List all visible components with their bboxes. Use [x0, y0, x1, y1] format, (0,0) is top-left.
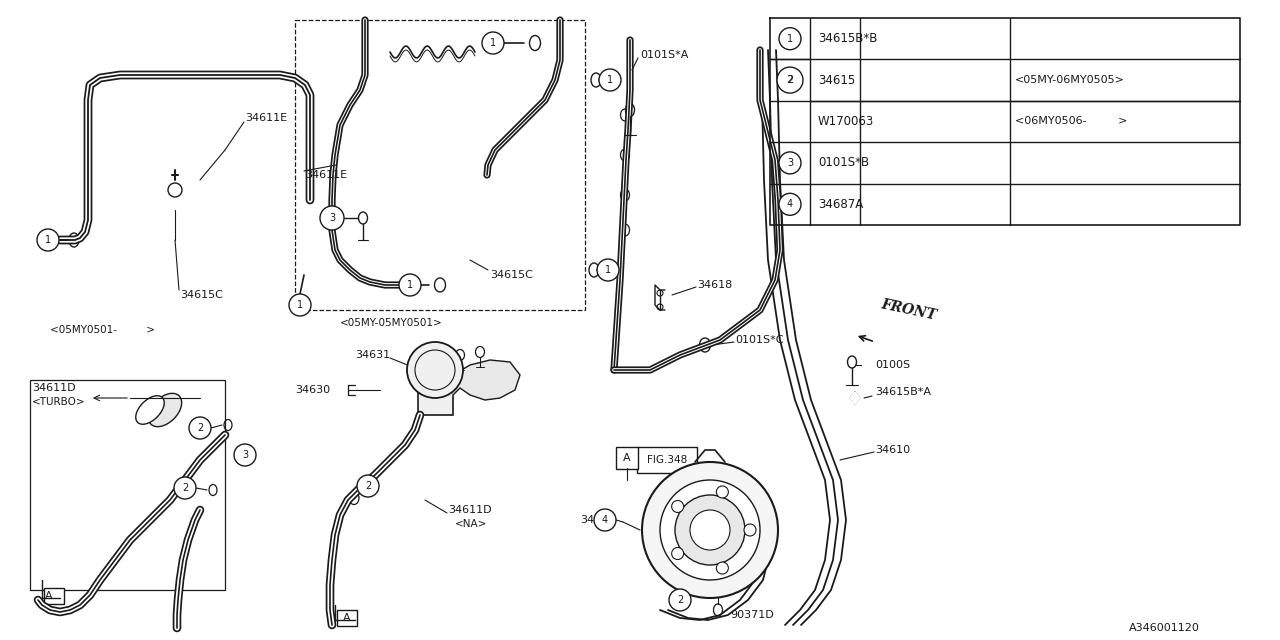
- Text: 34607: 34607: [580, 515, 616, 525]
- Circle shape: [780, 28, 801, 50]
- Circle shape: [777, 67, 803, 93]
- Text: 34611E: 34611E: [244, 113, 287, 123]
- Circle shape: [690, 510, 730, 550]
- Text: 1: 1: [607, 75, 613, 85]
- Text: 34615B*A: 34615B*A: [876, 387, 931, 397]
- Text: 34611D: 34611D: [32, 383, 76, 393]
- Ellipse shape: [148, 394, 182, 427]
- Circle shape: [594, 509, 616, 531]
- Ellipse shape: [456, 349, 465, 360]
- FancyBboxPatch shape: [616, 447, 637, 469]
- Circle shape: [717, 486, 728, 498]
- FancyBboxPatch shape: [337, 610, 357, 626]
- Text: 1: 1: [490, 38, 497, 48]
- Text: W170063: W170063: [818, 115, 874, 128]
- Text: 3: 3: [329, 213, 335, 223]
- Text: 1: 1: [45, 235, 51, 245]
- Circle shape: [320, 206, 344, 230]
- Text: A346001120: A346001120: [1129, 623, 1201, 633]
- Text: 34630: 34630: [294, 385, 330, 395]
- Text: 4: 4: [787, 199, 794, 209]
- Polygon shape: [850, 392, 860, 404]
- Circle shape: [675, 495, 745, 565]
- Circle shape: [744, 524, 756, 536]
- Circle shape: [643, 462, 778, 598]
- Text: 0101S*A: 0101S*A: [640, 50, 689, 60]
- Ellipse shape: [136, 396, 164, 424]
- Text: 2: 2: [787, 75, 794, 85]
- Circle shape: [780, 152, 801, 174]
- Circle shape: [37, 229, 59, 251]
- Text: 3: 3: [787, 158, 794, 168]
- Text: 34611D: 34611D: [448, 505, 492, 515]
- Text: 34610: 34610: [876, 445, 910, 455]
- Ellipse shape: [847, 356, 856, 368]
- Ellipse shape: [713, 604, 722, 616]
- Circle shape: [189, 417, 211, 439]
- Polygon shape: [453, 360, 520, 400]
- FancyBboxPatch shape: [637, 447, 698, 473]
- Text: 0101S*C: 0101S*C: [735, 335, 783, 345]
- Bar: [294, 20, 585, 310]
- Text: A: A: [45, 591, 52, 601]
- Circle shape: [234, 444, 256, 466]
- Circle shape: [357, 475, 379, 497]
- Text: <05MY-06MY0505>: <05MY-06MY0505>: [1015, 75, 1125, 85]
- Text: 34687A: 34687A: [818, 198, 863, 211]
- Bar: [419, 370, 453, 415]
- Circle shape: [289, 294, 311, 316]
- Text: FRONT: FRONT: [881, 298, 938, 323]
- Text: 34615: 34615: [818, 74, 855, 86]
- Ellipse shape: [626, 104, 635, 116]
- Text: 2: 2: [787, 75, 794, 85]
- Text: 1: 1: [605, 265, 611, 275]
- Circle shape: [669, 589, 691, 611]
- Text: 34631: 34631: [355, 350, 390, 360]
- Circle shape: [780, 69, 801, 91]
- Circle shape: [407, 342, 463, 398]
- Text: 90371D: 90371D: [730, 610, 773, 620]
- Text: 3: 3: [242, 450, 248, 460]
- Circle shape: [672, 547, 684, 559]
- Circle shape: [780, 193, 801, 215]
- Text: 1: 1: [297, 300, 303, 310]
- Text: <05MY-05MY0501>: <05MY-05MY0501>: [340, 318, 443, 328]
- Text: 0100S: 0100S: [876, 360, 910, 370]
- Circle shape: [599, 69, 621, 91]
- Ellipse shape: [475, 346, 485, 358]
- Text: 2: 2: [182, 483, 188, 493]
- Circle shape: [483, 32, 504, 54]
- Text: 1: 1: [787, 34, 794, 44]
- Bar: [29, 380, 225, 590]
- Text: <TURBO>: <TURBO>: [32, 397, 86, 407]
- Text: 0101S*B: 0101S*B: [818, 156, 869, 170]
- Circle shape: [174, 477, 196, 499]
- Text: 34615B*B: 34615B*B: [818, 32, 877, 45]
- Text: FIG.348: FIG.348: [646, 455, 687, 465]
- Text: A: A: [343, 613, 351, 623]
- Text: <05MY0501-         >: <05MY0501- >: [50, 325, 155, 335]
- Circle shape: [672, 500, 684, 513]
- Text: 2: 2: [365, 481, 371, 491]
- Text: <06MY0506-         >: <06MY0506- >: [1015, 116, 1128, 127]
- Text: 1: 1: [407, 280, 413, 290]
- Text: <NA>: <NA>: [454, 519, 488, 529]
- Circle shape: [399, 274, 421, 296]
- Text: A: A: [623, 453, 631, 463]
- Circle shape: [596, 259, 620, 281]
- Text: 34618: 34618: [698, 280, 732, 290]
- FancyBboxPatch shape: [44, 588, 64, 604]
- Text: 34615C: 34615C: [180, 290, 223, 300]
- Text: 34611E: 34611E: [305, 170, 347, 180]
- Text: 4: 4: [602, 515, 608, 525]
- Circle shape: [717, 562, 728, 574]
- Text: 34615C: 34615C: [490, 270, 532, 280]
- Text: 2: 2: [677, 595, 684, 605]
- Text: 2: 2: [197, 423, 204, 433]
- Circle shape: [660, 480, 760, 580]
